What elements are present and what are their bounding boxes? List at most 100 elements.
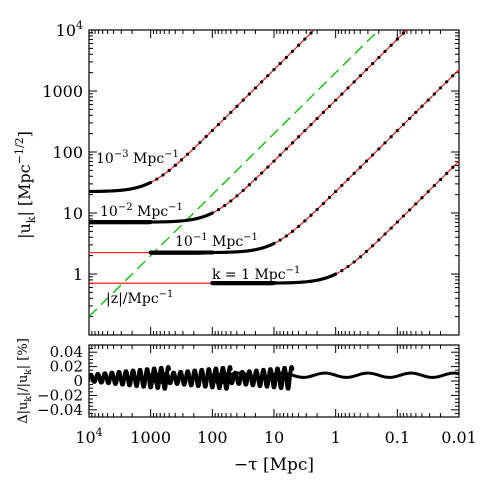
data-point — [235, 104, 239, 108]
residual-point — [228, 366, 233, 371]
data-point — [149, 180, 153, 185]
x-tick-label: 0.01 — [441, 428, 477, 447]
y-axis-label: |uk| [Mpc−1/2] — [13, 131, 38, 239]
data-point — [186, 152, 190, 156]
x-tick-label: 104 — [75, 426, 102, 447]
data-point — [383, 141, 387, 145]
label-z: |z|/Mpc−1 — [106, 289, 173, 307]
data-point — [303, 37, 307, 41]
data-point — [340, 92, 344, 96]
y-tick-label: 1 — [73, 265, 83, 284]
data-point — [383, 49, 387, 53]
label-k0: k = 1 Mpc−1 — [212, 265, 300, 283]
label-k2: 10−2 Mpc−1 — [100, 202, 183, 220]
bottom-y-axis-label: Δ|uk|/|uk| [%] — [16, 338, 34, 424]
y-tick-label: 100 — [52, 143, 83, 162]
data-point — [297, 135, 301, 139]
data-point — [303, 219, 307, 223]
y-tick-label: 0.02 — [50, 358, 83, 376]
data-point — [340, 183, 344, 188]
data-point — [408, 25, 411, 28]
data-point — [340, 269, 344, 273]
y-tick-label: 10 — [63, 204, 83, 223]
data-point — [235, 194, 239, 198]
data-point — [327, 195, 332, 200]
labels: −τ [Mpc] 104 1000 100 10 1 0.1 0.01 1 10 100 1000 1… — [13, 19, 477, 475]
data-point — [389, 43, 393, 47]
residual-point — [166, 366, 171, 371]
data-point — [334, 189, 338, 194]
data-point — [253, 86, 258, 90]
x-tick-label: 1000 — [130, 428, 171, 447]
data-point — [297, 224, 301, 228]
top-plot-frame — [88, 29, 460, 336]
y-tick-label: 104 — [56, 19, 83, 40]
data-point — [383, 232, 387, 236]
data-point — [210, 128, 214, 133]
data-point — [451, 74, 455, 78]
data-point — [426, 190, 430, 194]
data-point — [389, 135, 393, 139]
data-point — [408, 208, 412, 212]
reference-line — [89, 30, 380, 318]
data-point — [297, 43, 301, 47]
data-point — [229, 199, 233, 203]
data-point — [210, 211, 214, 215]
data-point — [451, 165, 455, 169]
data-point — [321, 201, 325, 206]
data-point — [278, 238, 282, 242]
data-point — [229, 110, 233, 114]
data-point — [309, 213, 313, 217]
data-point — [266, 165, 270, 169]
label-k3: 10−3 Mpc−1 — [96, 149, 179, 167]
data-point — [389, 226, 393, 230]
data-point — [223, 116, 227, 120]
data-point — [192, 146, 196, 151]
data-point — [253, 177, 258, 181]
data-point — [401, 31, 406, 35]
data-point — [438, 177, 443, 182]
data-point — [198, 140, 202, 145]
data-point — [371, 153, 375, 157]
y-tick-label: −0.02 — [37, 386, 83, 404]
y-tick-label: 1000 — [42, 82, 83, 101]
data-point — [432, 183, 436, 188]
data-point — [290, 49, 295, 53]
data-point — [327, 104, 332, 108]
data-point — [223, 203, 227, 208]
data-point — [358, 255, 362, 259]
top-panel: 10−3 Mpc−1 10−2 Mpc−1 10−1 Mpc−1 k = 1 Mpc−… — [88, 25, 460, 417]
data-point — [241, 98, 245, 102]
data-point — [278, 153, 282, 157]
data-point — [155, 177, 159, 181]
data-point — [204, 134, 208, 139]
y-tick-label: −0.04 — [37, 401, 83, 419]
residual-point — [290, 366, 295, 371]
data-point — [260, 80, 264, 84]
data-point — [371, 61, 375, 66]
data-point — [420, 196, 424, 200]
data-point — [395, 220, 399, 224]
data-point — [364, 68, 369, 72]
data-point — [377, 238, 381, 242]
data-point — [364, 159, 369, 163]
data-point — [247, 183, 251, 187]
data-point — [334, 98, 338, 102]
data-point — [161, 173, 165, 177]
curves — [89, 25, 459, 318]
data-point — [284, 234, 288, 238]
data-point — [303, 129, 307, 133]
data-point — [321, 110, 325, 114]
x-axis-label: −τ [Mpc] — [234, 455, 314, 475]
data-point — [278, 61, 282, 66]
data-point — [408, 116, 412, 121]
data-point — [364, 249, 369, 254]
data-point — [284, 55, 288, 60]
data-point — [414, 202, 418, 206]
data-point — [173, 163, 177, 167]
data-point — [401, 122, 406, 127]
data-point — [377, 147, 381, 151]
data-point — [216, 122, 221, 127]
data-point — [445, 80, 449, 84]
